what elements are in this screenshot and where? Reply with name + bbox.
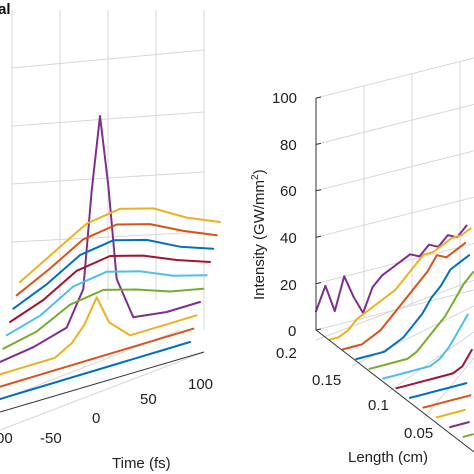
left-x-axis-line: [0, 351, 205, 413]
right-y-tick-40: 40: [280, 230, 297, 247]
right-series-line: [355, 254, 471, 361]
right-axes: [315, 96, 474, 453]
right-grid-hline: [315, 243, 474, 285]
left-series-line: [0, 327, 195, 388]
right-grid-hline: [315, 103, 474, 145]
right-floor-grid: [387, 331, 474, 393]
right-series-line: [395, 348, 473, 390]
left-series-line: [2, 287, 205, 350]
left-x-axis-label: Time (fs): [112, 455, 171, 472]
right-y-tick-20: 20: [280, 277, 297, 294]
right-y-axis-label-end: ): [251, 169, 268, 174]
right-series-line: [368, 271, 474, 370]
left-grid-hline: [11, 49, 205, 69]
right-y-tick-mark: [315, 235, 322, 238]
left-series-line: [12, 238, 215, 310]
left-x-tick-2: -50: [40, 430, 62, 447]
right-series-line: [449, 421, 470, 429]
right-y-tick-mark: [315, 189, 322, 192]
right-series-line: [435, 408, 466, 419]
right-x-tick-1: 0.2: [276, 345, 297, 362]
right-floor-grid: [315, 279, 474, 341]
left-series-line: [9, 254, 211, 323]
left-x-tick-5: 100: [188, 376, 213, 393]
left-series-line: [15, 223, 218, 297]
left-series-line: [0, 341, 191, 401]
panel-label: al: [0, 1, 11, 18]
right-series-line: [462, 433, 474, 438]
left-series-line: [5, 270, 208, 337]
right-series-line: [328, 227, 472, 341]
right-series-line: [341, 242, 467, 351]
right-y-axis-label: Intensity (GW/mm2): [250, 169, 268, 300]
right-y-tick-mark: [315, 328, 322, 331]
right-y-tick-0: 0: [288, 323, 296, 340]
right-series: [315, 224, 474, 438]
right-x-tick-4: 0.05: [404, 425, 433, 442]
right-x-tick-3: 0.1: [368, 397, 389, 414]
right-y-tick-60: 60: [280, 183, 297, 200]
right-y-tick-mark: [315, 282, 322, 285]
left-grid-hline: [11, 111, 205, 127]
right-grid-hline: [315, 57, 474, 99]
left-series-line: [0, 296, 198, 376]
left-x-tick-3: 0: [92, 410, 100, 427]
right-floor-grid: [351, 305, 474, 367]
right-grid-hline: [315, 150, 474, 192]
left-floor-grid: [0, 351, 205, 431]
right-y-axis-label-superscript: 2: [250, 174, 261, 180]
right-y-tick-mark: [315, 142, 322, 145]
right-grid-hline: [315, 196, 474, 238]
right-y-axis-label-main: Intensity (GW/mm: [251, 180, 268, 300]
right-y-tick-80: 80: [280, 137, 297, 154]
left-series-line: [0, 115, 201, 363]
right-series-line: [422, 394, 472, 409]
left-grid-hline: [11, 231, 205, 243]
right-series-line: [315, 224, 468, 314]
right-y-tick-mark: [315, 96, 322, 99]
right-series-line: [382, 313, 469, 380]
right-x-axis-line: [315, 329, 474, 453]
right-y-tick-100: 100: [272, 90, 297, 107]
left-x-tick-1: 00: [0, 430, 13, 447]
left-series-line: [19, 207, 221, 283]
left-series: [0, 115, 221, 401]
right-x-tick-2: 0.15: [312, 372, 341, 389]
left-axes: [0, 351, 205, 413]
left-grid: [0, 10, 205, 431]
left-x-tick-4: 50: [140, 391, 157, 408]
right-x-axis-label: Length (cm): [348, 449, 428, 466]
right-series-line: [408, 382, 468, 399]
